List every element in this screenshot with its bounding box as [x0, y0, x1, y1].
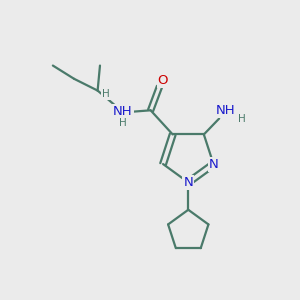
Text: N: N: [183, 176, 193, 189]
Text: NH: NH: [113, 105, 133, 118]
Text: O: O: [158, 74, 168, 87]
Text: H: H: [102, 89, 110, 99]
Text: H: H: [119, 118, 127, 128]
Text: NH: NH: [216, 104, 236, 117]
Text: N: N: [208, 158, 218, 171]
Text: H: H: [238, 113, 246, 124]
